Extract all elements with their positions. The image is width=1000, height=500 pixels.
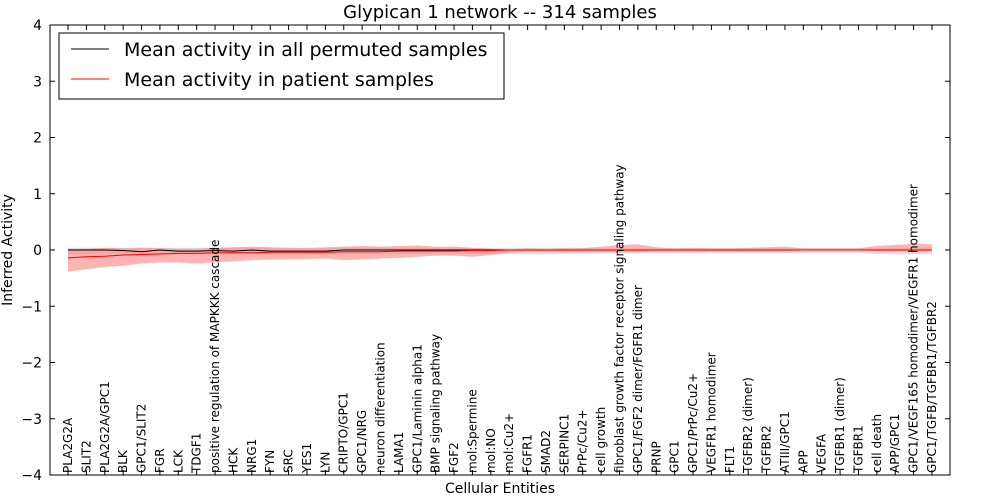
legend-label-patient: Mean activity in patient samples — [124, 69, 434, 91]
x-category-label: GPC1/TGFB/TGFBR1/TGFBR2 — [925, 301, 939, 473]
series-1-line — [67, 249, 932, 259]
x-axis-title: Cellular Entities — [445, 481, 555, 497]
chart-title: Glypican 1 network -- 314 samples — [343, 2, 657, 23]
y-axis-title: Inferred Activity — [0, 194, 16, 306]
x-category-label: LCK — [171, 449, 185, 473]
legend: Mean activity in all permuted samples Me… — [58, 32, 505, 100]
x-category-label: TGFBR2 (dimer) — [741, 377, 755, 474]
x-category-label: fibroblast growth factor receptor signal… — [612, 164, 626, 473]
x-category-label: SLIT2 — [79, 440, 93, 473]
x-category-label: GPC1/NRG — [355, 410, 369, 473]
x-category-label: APP/GPC1 — [888, 414, 902, 473]
x-category-label: FGR — [153, 448, 167, 473]
x-category-label: mol:NO — [484, 428, 498, 473]
x-category-label: PLA2G2A — [61, 417, 75, 473]
x-category-label: FLT1 — [723, 446, 737, 473]
x-category-label: VEGFR1 homodimer — [704, 352, 718, 473]
x-category-label: YES1 — [300, 443, 314, 474]
x-category-label: GPC1/SLIT2 — [135, 404, 149, 473]
y-tick-label: 0 — [33, 243, 42, 259]
y-tick-label: 1 — [33, 187, 42, 203]
x-category-label: ATIII/GPC1 — [778, 411, 792, 473]
x-category-label: cell death — [870, 414, 884, 473]
x-category-label: TGFBR1 (dimer) — [833, 377, 847, 474]
x-category-label: CRIPTO/GPC1 — [337, 392, 351, 473]
x-category-label: mol:Cu2+ — [502, 413, 516, 473]
x-category-label: SRC — [282, 449, 296, 473]
x-category-label: LYN — [318, 452, 332, 473]
x-category-label: VEGFA — [815, 433, 829, 473]
x-category-label: LAMA1 — [392, 432, 406, 473]
x-category-label: PLA2G2A/GPC1 — [98, 381, 112, 473]
y-tick-label: −1 — [21, 299, 42, 315]
x-category-label: NRG1 — [245, 439, 259, 473]
x-category-label: TGFBR1 — [851, 425, 865, 474]
legend-label-permuted: Mean activity in all permuted samples — [124, 39, 487, 61]
x-category-label: cell growth — [594, 407, 608, 473]
x-category-label: GPC1 — [668, 440, 682, 473]
x-category-label: TDGF1 — [190, 433, 204, 474]
x-category-label: APP — [796, 450, 810, 473]
x-category-label: FGF2 — [447, 442, 461, 473]
x-category-label: positive regulation of MAPKKK cascade — [208, 240, 222, 473]
y-tick-label: −3 — [21, 412, 42, 428]
x-category-label: GPC1/PrPc/Cu2+ — [686, 373, 700, 473]
x-category-label: GPC1/FGF2 dimer/FGFR1 dimer — [631, 285, 645, 473]
y-tick-label: 3 — [33, 74, 42, 90]
y-tick-label: −2 — [21, 356, 42, 372]
x-category-label: SERPINC1 — [557, 414, 571, 473]
x-category-label: BLK — [116, 449, 130, 473]
x-category-label: SMAD2 — [539, 430, 553, 473]
x-category-label: mol:Spermine — [465, 389, 479, 473]
x-category-label: TGFBR2 — [760, 425, 774, 474]
x-category-label: FYN — [263, 450, 277, 473]
y-tick-label: 4 — [33, 18, 42, 34]
x-category-label: HCK — [226, 447, 240, 473]
x-category-label: neuron differentiation — [374, 342, 388, 473]
x-category-label: BMP signaling pathway — [429, 334, 443, 473]
y-tick-label: −4 — [21, 468, 42, 484]
x-category-label: GPC1/Laminin alpha1 — [410, 344, 424, 473]
x-category-label: FGFR1 — [521, 434, 535, 473]
x-category-label: PRNP — [649, 441, 663, 473]
x-category-label: GPC1/VEGF165 homodimer/VEGFR1 homodimer — [907, 184, 921, 473]
x-category-label: PrPc/Cu2+ — [576, 409, 590, 473]
y-tick-label: 2 — [33, 131, 42, 147]
legend-box — [58, 32, 505, 100]
